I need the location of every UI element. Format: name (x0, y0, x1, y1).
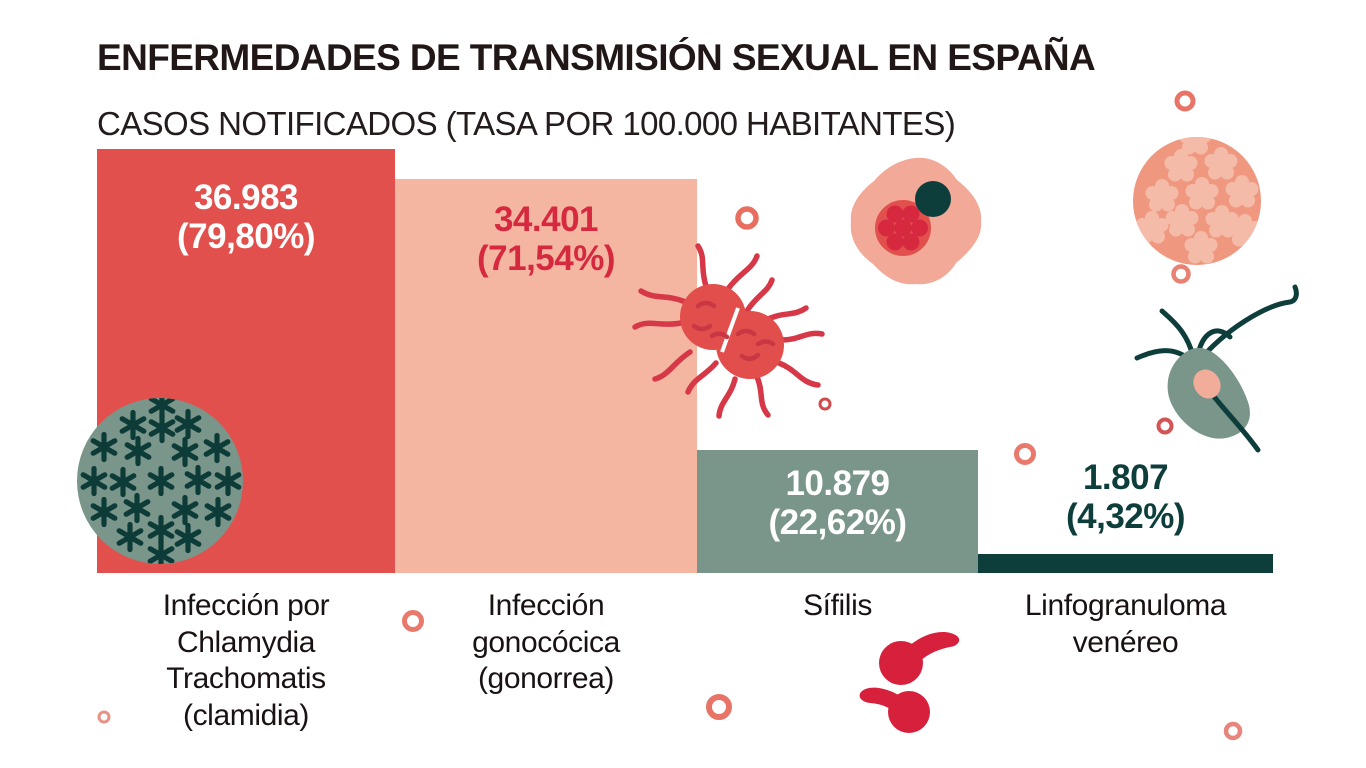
category-line: venéreo (1072, 625, 1179, 659)
category-line: Linfogranuloma (1024, 589, 1227, 622)
bar-value-gonorrea: 34.401 (71,54%) (395, 200, 697, 278)
chart-subtitle: CASOS NOTIFICADOS (TASA POR 100.000 HABI… (97, 105, 956, 143)
bar-column-linfogranuloma: 1.807 (4,32%) Linfogranuloma venéreo (978, 0, 1273, 768)
category-line: Infección por (162, 589, 330, 622)
category-line: gonocócica (472, 625, 620, 659)
bar-sifilis (697, 450, 978, 573)
category-line: Chlamydia (176, 625, 316, 659)
bar-rate: (4,32%) (1065, 497, 1186, 537)
bar-value: 10.879 (785, 464, 890, 503)
category-label-gonorrea: Infección gonocócica (gonorrea) (371, 588, 721, 698)
bar-value-sifilis: 10.879 (22,62%) (697, 464, 978, 542)
category-line: (clamidia) (182, 698, 310, 732)
bar-column-sifilis: 10.879 (22,62%) Sífilis (697, 0, 978, 768)
category-label-sifilis: Sífilis (673, 588, 1002, 625)
category-line: Sífilis (803, 589, 872, 622)
bar-value: 34.401 (493, 200, 599, 239)
category-label-clamidia: Infección por Chlamydia Trachomatis (cla… (73, 588, 419, 734)
bar-value-clamidia: 36.983 (79,80%) (97, 178, 395, 256)
bar-column-clamidia: 36.983 (79,80%) Infección por Chlamydia … (97, 0, 395, 768)
category-label-linfogranuloma: Linfogranuloma venéreo (954, 588, 1297, 661)
bar-column-gonorrea: 34.401 (71,54%) Infección gonocócica (go… (395, 0, 697, 768)
bar-linfogranuloma (978, 554, 1273, 573)
bar-rate: (22,62%) (768, 503, 907, 543)
category-line: Infección (487, 589, 605, 622)
bar-rate: (71,54%) (476, 239, 616, 279)
bar-value: 36.983 (193, 178, 299, 217)
category-line: Trachomatis (166, 662, 326, 696)
bar-rate: (79,80%) (176, 217, 316, 257)
category-line: (gonorrea) (477, 662, 615, 696)
bar-gonorrea (395, 179, 697, 573)
chart-title: ENFERMEDADES DE TRANSMISIÓN SEXUAL EN ES… (97, 36, 1096, 78)
bar-value: 1.807 (1082, 458, 1169, 497)
bar-value-linfogranuloma: 1.807 (4,32%) (978, 458, 1273, 536)
